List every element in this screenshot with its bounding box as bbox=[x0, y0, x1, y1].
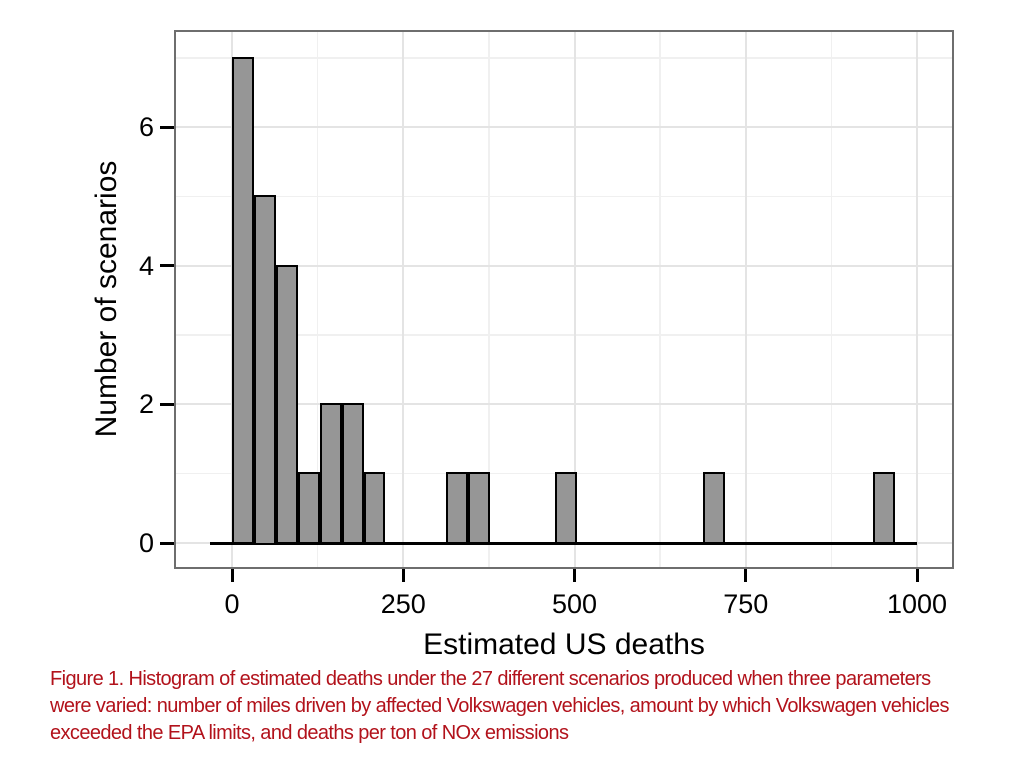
histogram-bar bbox=[467, 472, 490, 545]
x-tick-label: 1000 bbox=[886, 589, 948, 619]
gridline-x-major bbox=[573, 32, 576, 567]
gridline-x-major bbox=[916, 32, 918, 567]
x-tick-label: 0 bbox=[224, 589, 240, 619]
histogram-bar bbox=[253, 195, 276, 545]
y-tick-label: 4 bbox=[138, 250, 154, 281]
x-axis-tick bbox=[230, 569, 234, 582]
gridline-y-major bbox=[176, 126, 952, 129]
y-tick-label: 6 bbox=[138, 112, 154, 143]
gridline-x-minor bbox=[488, 32, 490, 567]
gridline-y-minor bbox=[176, 57, 952, 59]
x-axis-tick bbox=[744, 569, 748, 582]
gridline-x-minor bbox=[316, 32, 319, 567]
gridline-y-minor bbox=[176, 195, 952, 198]
histogram-bar bbox=[275, 264, 298, 545]
histogram-bar bbox=[445, 472, 468, 545]
y-axis-tick bbox=[160, 125, 174, 129]
histogram-bar bbox=[341, 403, 364, 545]
y-tick-label: 2 bbox=[138, 389, 154, 420]
y-axis-tick bbox=[160, 264, 174, 268]
histogram-bar bbox=[363, 472, 386, 545]
x-axis-tick bbox=[573, 569, 576, 582]
histogram-figure: Number of scenarios 0 250 500 750 1000 0 2 4 6 E… bbox=[90, 30, 954, 661]
histogram-bar bbox=[297, 472, 320, 545]
x-tick-label: 250 bbox=[380, 589, 426, 619]
y-axis-tick bbox=[160, 402, 174, 406]
x-axis-title: Estimated US deaths bbox=[423, 628, 705, 661]
gridline-y-major bbox=[176, 403, 952, 406]
gridline-x-minor bbox=[659, 32, 661, 567]
gridline-x-minor bbox=[830, 32, 833, 567]
caption-line: were varied: number of miles driven by a… bbox=[50, 695, 949, 717]
x-axis-tick bbox=[915, 569, 919, 582]
x-tick-label: 500 bbox=[551, 589, 598, 619]
figure-caption: Figure 1. Histogram of estimated deaths … bbox=[50, 666, 1010, 747]
caption-line: Figure 1. Histogram of estimated deaths … bbox=[50, 668, 931, 690]
gridline-x-major bbox=[744, 32, 747, 567]
plot-panel bbox=[174, 30, 954, 569]
gridline-x-major bbox=[402, 32, 405, 567]
histogram-bar bbox=[555, 472, 578, 545]
gridline-y-minor bbox=[176, 334, 952, 336]
y-tick-label: 0 bbox=[138, 528, 154, 558]
caption-line: exceeded the EPA limits, and deaths per … bbox=[50, 722, 569, 744]
histogram-bar bbox=[873, 472, 896, 545]
x-tick-label: 750 bbox=[723, 589, 769, 619]
x-axis-tick bbox=[401, 569, 405, 582]
y-axis-tick bbox=[160, 541, 174, 545]
histogram-bar bbox=[232, 56, 254, 545]
gridline-y-major bbox=[176, 264, 952, 267]
histogram-bar bbox=[703, 472, 726, 545]
histogram-bar bbox=[319, 403, 342, 545]
